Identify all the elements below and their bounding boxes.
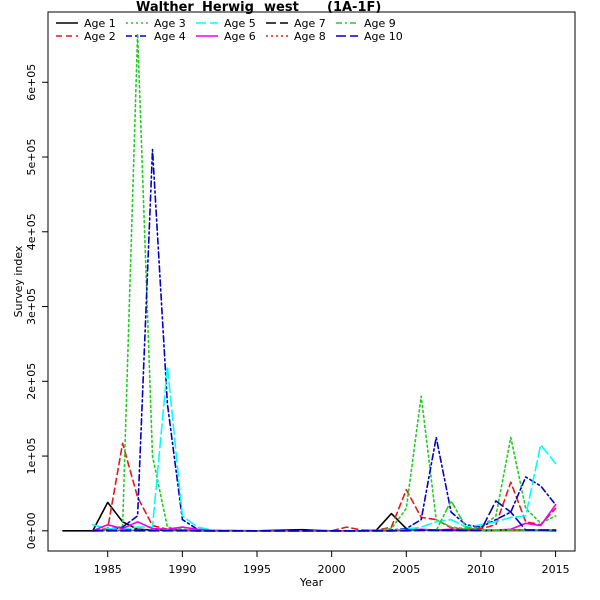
title-word-1: Walther bbox=[136, 0, 194, 15]
series-line-age-2 bbox=[92, 442, 557, 532]
y-tick-label: 1e+05 bbox=[25, 438, 38, 475]
legend-label-age-5: Age 5 bbox=[224, 17, 256, 30]
legend-label-age-3: Age 3 bbox=[154, 17, 186, 30]
y-tick-label: 5e+05 bbox=[25, 139, 38, 176]
legend-label-age-9: Age 9 bbox=[364, 17, 396, 30]
title-word-3: west bbox=[264, 0, 299, 15]
title-word-2: Herwig bbox=[202, 0, 254, 15]
y-tick-label: 2e+05 bbox=[25, 363, 38, 400]
y-axis: 0e+00 1e+05 2e+05 3e+05 4e+05 5e+05 6e+05 bbox=[25, 64, 48, 549]
legend-label-age-7: Age 7 bbox=[294, 17, 326, 30]
legend-label-age-2: Age 2 bbox=[84, 30, 116, 43]
series-line-age-4 bbox=[92, 148, 557, 532]
y-tick-label: 0e+00 bbox=[25, 512, 38, 549]
x-tick-label: 1985 bbox=[94, 563, 122, 576]
legend-label-age-8: Age 8 bbox=[294, 30, 326, 43]
legend-label-age-6: Age 6 bbox=[224, 30, 256, 43]
y-tick-label: 6e+05 bbox=[25, 64, 38, 101]
legend-label-age-1: Age 1 bbox=[84, 17, 116, 30]
chart-title: Walther Herwig west (1A-1F) bbox=[136, 0, 381, 15]
x-tick-label: 2005 bbox=[392, 563, 420, 576]
x-axis-title: Year bbox=[299, 576, 324, 589]
y-tick-label: 3e+05 bbox=[25, 288, 38, 325]
x-tick-label: 2000 bbox=[318, 563, 346, 576]
x-tick-label: 1990 bbox=[168, 563, 196, 576]
series-lines bbox=[62, 32, 557, 532]
series-line-age-10 bbox=[92, 500, 557, 532]
y-axis-title: Survey index bbox=[12, 245, 25, 317]
legend-label-age-4: Age 4 bbox=[154, 30, 186, 43]
x-axis: 1985 1990 1995 2000 2005 2010 2015 bbox=[94, 551, 570, 576]
title-word-4: (1A-1F) bbox=[327, 0, 381, 15]
x-tick-label: 2015 bbox=[542, 563, 570, 576]
plot-frame bbox=[47, 11, 576, 552]
series-line-age-3 bbox=[92, 32, 557, 532]
y-tick-label: 4e+05 bbox=[25, 213, 38, 250]
x-tick-label: 1995 bbox=[243, 563, 271, 576]
x-tick-label: 2010 bbox=[467, 563, 495, 576]
legend-label-age-10: Age 10 bbox=[364, 30, 403, 43]
